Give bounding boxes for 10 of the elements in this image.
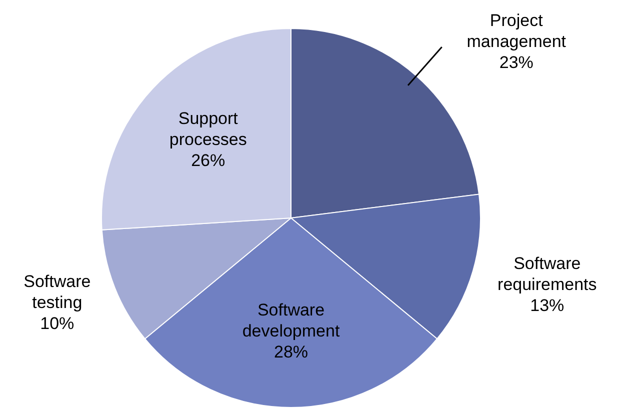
- data-label: 26%: [191, 150, 226, 170]
- slice-label: Software requirements: [498, 254, 597, 294]
- data-label: 23%: [499, 53, 534, 72]
- data-label: 13%: [530, 296, 564, 315]
- slice-label: Project management: [466, 11, 566, 52]
- slice-label: Software testing: [24, 272, 91, 312]
- slice-label: Support processes: [169, 108, 247, 149]
- data-label: 10%: [40, 314, 74, 334]
- data-label: 28%: [274, 342, 308, 362]
- slice-label: Software development: [242, 300, 340, 340]
